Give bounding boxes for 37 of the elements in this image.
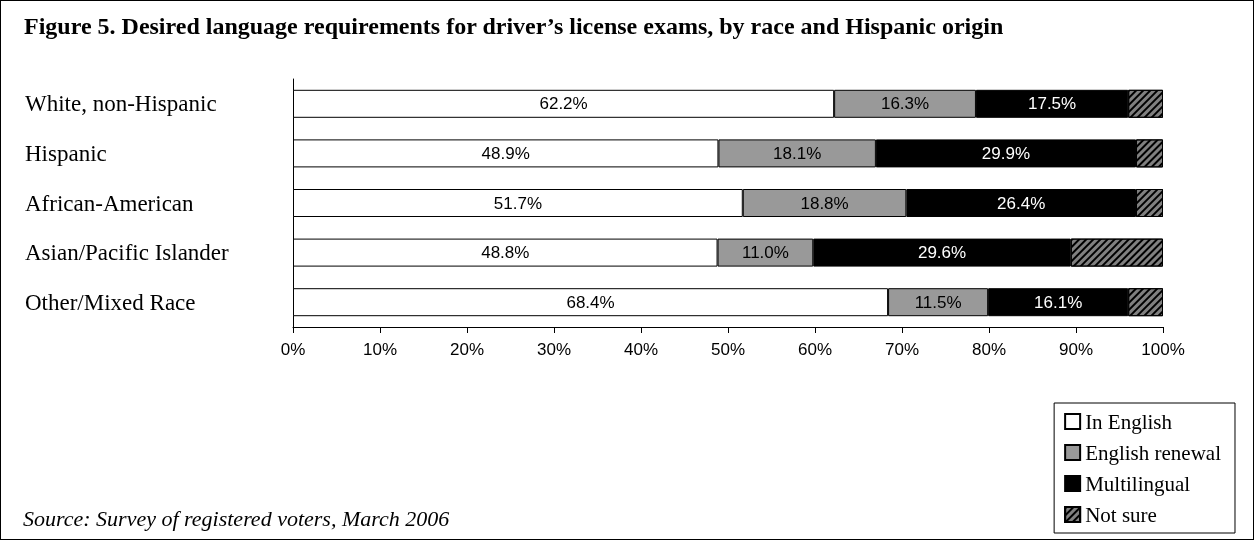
data-label: 26.4%	[997, 193, 1046, 213]
data-label: 48.9%	[481, 143, 530, 163]
x-tick-label: 80%	[971, 340, 1007, 359]
x-tick-label: 0%	[280, 340, 306, 359]
x-tick-label: 70%	[884, 340, 920, 359]
y-tick-label: African-American	[25, 190, 195, 216]
data-label: 29.6%	[917, 243, 967, 263]
x-tick-label: 90%	[1058, 340, 1094, 359]
y-tick-label: Asian/Pacific Islander	[25, 240, 230, 266]
legend-label: English renewal	[1085, 440, 1222, 465]
data-label: 17.5%	[1027, 94, 1077, 114]
x-tick-label: 20%	[449, 340, 485, 359]
data-label: 18.8%	[800, 193, 849, 213]
y-tick-label: White, non-Hispanic	[25, 91, 217, 117]
chart-title: Figure 5. Desired language requirements for driver’s license exams, by race and Hispanic origin	[24, 13, 1004, 39]
data-label: 51.7%	[493, 193, 542, 213]
data-label: 48.8%	[481, 243, 530, 263]
data-label: 18.1%	[773, 143, 822, 163]
legend-label: Not sure	[1085, 502, 1157, 527]
x-tick-label: 30%	[536, 340, 572, 359]
x-tick-label: 10%	[362, 340, 398, 359]
y-tick-label: Hispanic	[25, 140, 107, 166]
source-note: Source: Survey of registered voters, March 2006	[23, 505, 450, 531]
legend-label: In English	[1085, 409, 1173, 434]
x-tick-label: 40%	[623, 340, 659, 359]
y-tick-label: Other/Mixed Race	[25, 289, 196, 315]
x-tick-label: 100%	[1141, 340, 1185, 359]
data-label: 11.0%	[741, 243, 789, 263]
x-tick-label: 50%	[710, 340, 746, 359]
data-label: 16.1%	[1034, 292, 1083, 312]
data-label: 11.5%	[914, 292, 962, 312]
data-label: 29.9%	[981, 143, 1031, 163]
legend-label: Multilingual	[1085, 471, 1191, 496]
data-label: 68.4%	[566, 292, 615, 312]
data-label: 62.2%	[539, 94, 588, 114]
data-label: 16.3%	[880, 94, 930, 114]
x-tick-label: 60%	[797, 340, 833, 359]
